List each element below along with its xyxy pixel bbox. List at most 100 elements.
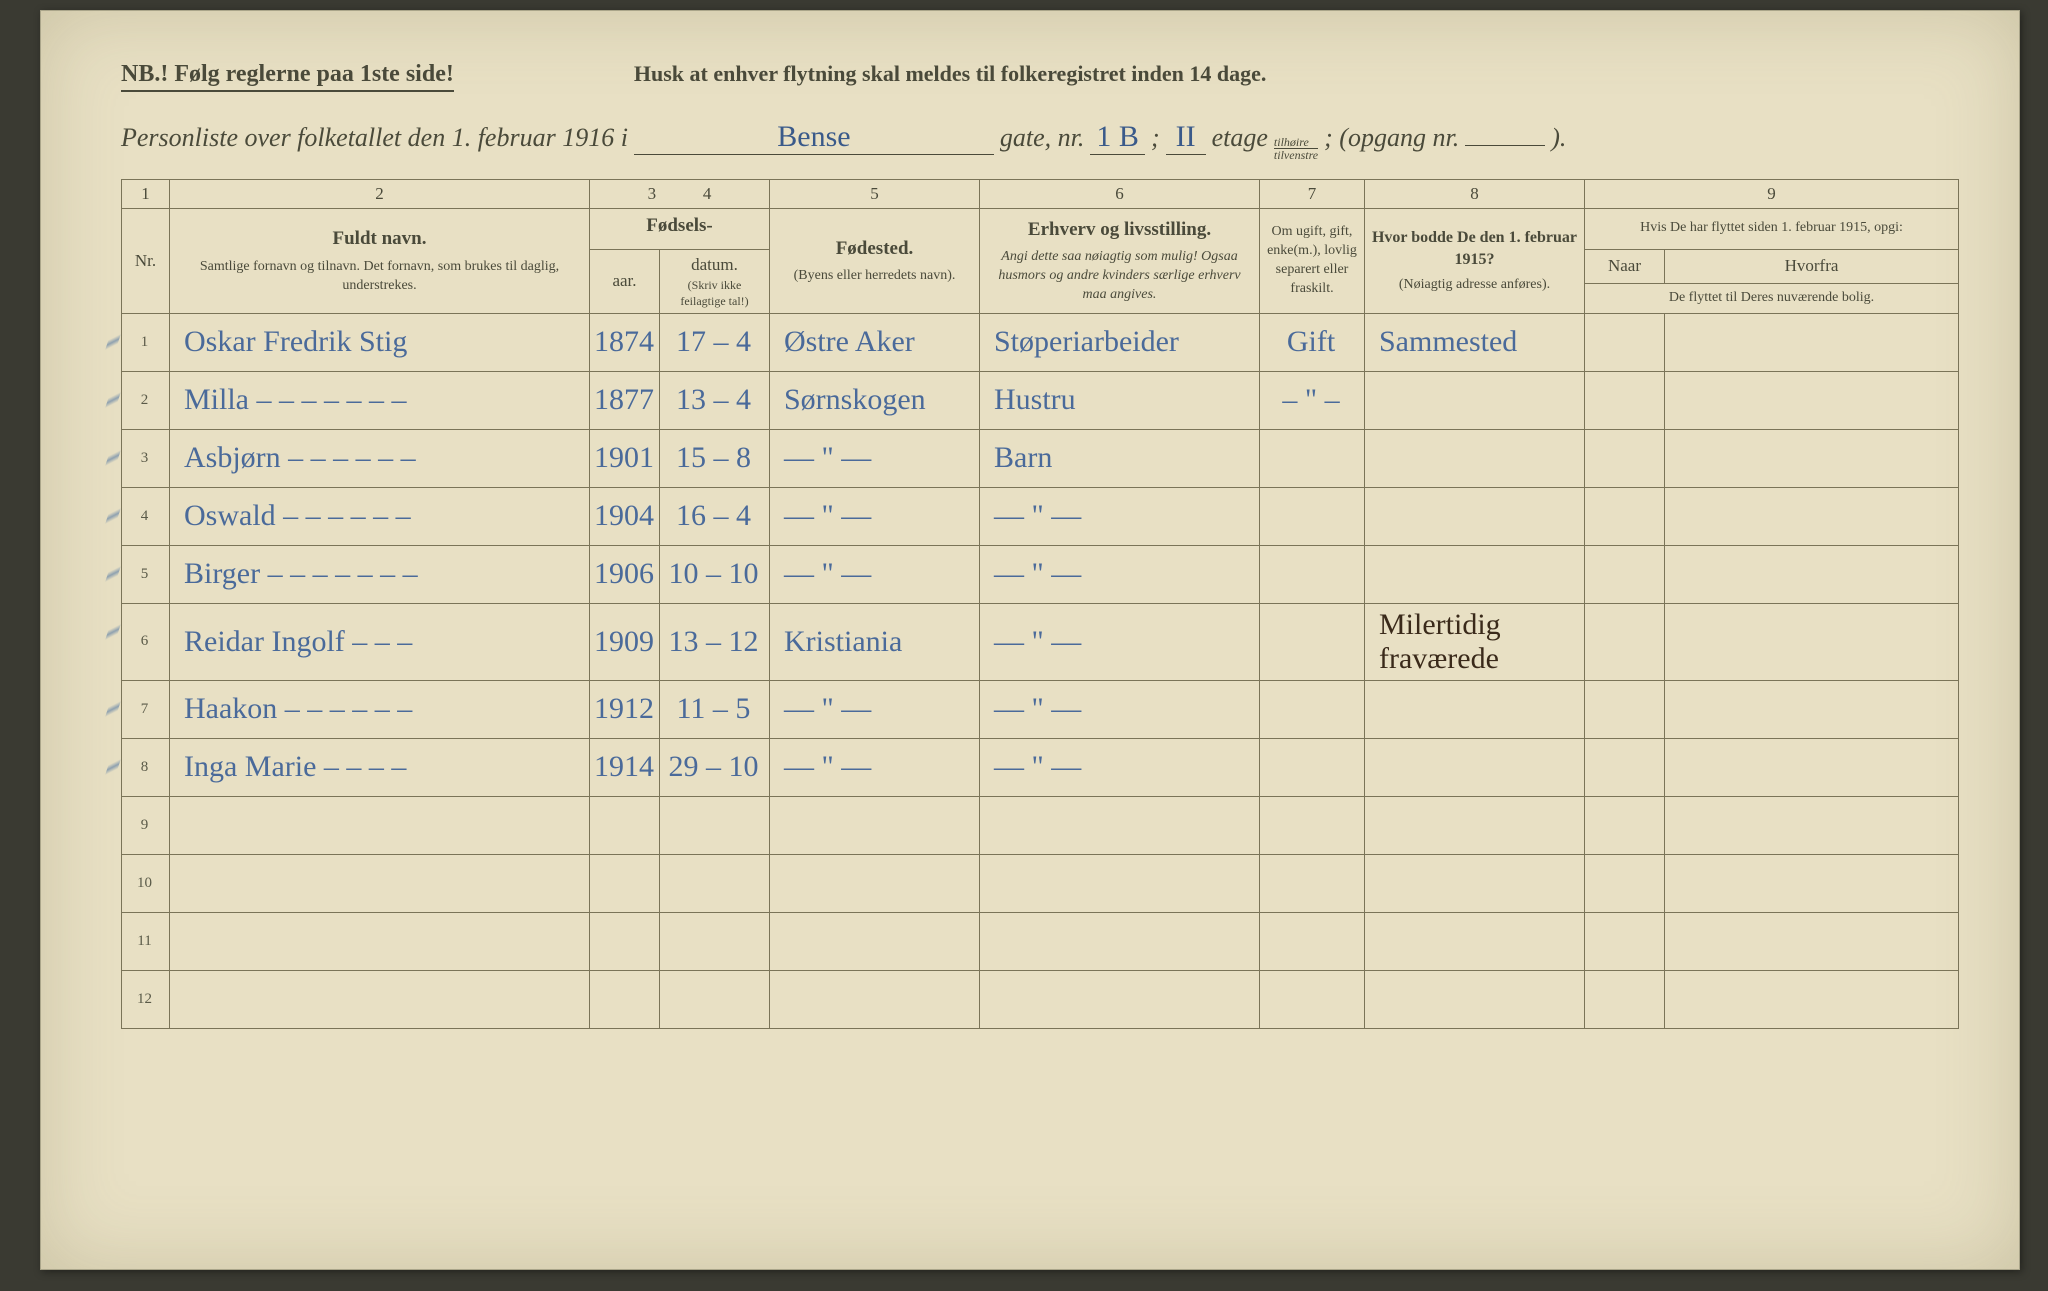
- cell-birthplace: — " —: [770, 545, 980, 603]
- cell-m1: [1585, 429, 1665, 487]
- cell-marital: [1260, 912, 1365, 970]
- cell-date: 10 – 10: [660, 545, 770, 603]
- table-row: 3Asbjørn – – – – – –190115 – 8— " —Barn: [122, 429, 1959, 487]
- table-body: 1Oskar Fredrik Stig187417 – 4Østre AkerS…: [122, 313, 1959, 1028]
- close-paren: ).: [1551, 123, 1566, 153]
- colnum-8: 8: [1365, 180, 1585, 209]
- head-moved-note: De flyttet til Deres nuværende bolig.: [1585, 283, 1959, 313]
- table-row: 2Milla – – – – – – –187713 – 4Sørnskogen…: [122, 371, 1959, 429]
- table-row: 6Reidar Ingolf – – –190913 – 12Kristiani…: [122, 603, 1959, 680]
- head-bp-sub: (Byens eller herredets navn).: [776, 267, 973, 286]
- head-name: Fuldt navn. Samtlige fornavn og tilnavn.…: [170, 209, 590, 314]
- cell-prev: [1365, 487, 1585, 545]
- cell-birthplace: — " —: [770, 680, 980, 738]
- cell-nr: 5: [122, 545, 170, 603]
- cell-name: Asbjørn – – – – – –: [170, 429, 590, 487]
- head-prev-sub: (Nøiagtig adresse anføres).: [1371, 276, 1578, 295]
- etage-label: etage: [1212, 123, 1268, 153]
- cell-name: Haakon – – – – – –: [170, 680, 590, 738]
- cell-marital: – " –: [1260, 371, 1365, 429]
- head-occ: Erhverv og livsstilling. Angi dette saa …: [980, 209, 1260, 314]
- cell-birthplace: Sørnskogen: [770, 371, 980, 429]
- cell-marital: Gift: [1260, 313, 1365, 371]
- cell-name: Inga Marie – – – –: [170, 738, 590, 796]
- cell-date: [660, 970, 770, 1028]
- census-page: NB.! Følg reglerne paa 1ste side! Husk a…: [40, 10, 2020, 1270]
- cell-m2: [1665, 603, 1959, 680]
- cell-year: 1914: [590, 738, 660, 796]
- cell-date: 15 – 8: [660, 429, 770, 487]
- intro-text: Personliste over folketallet den 1. febr…: [121, 123, 628, 153]
- opgang-value: [1465, 145, 1545, 146]
- cell-m2: [1665, 912, 1959, 970]
- cell-nr: 6: [122, 603, 170, 680]
- cell-date: [660, 912, 770, 970]
- head-moved-when: Naar: [1585, 249, 1665, 283]
- cell-occ: — " —: [980, 738, 1260, 796]
- table-row: 4Oswald – – – – – –190416 – 4— " —— " —: [122, 487, 1959, 545]
- cell-birthplace: [770, 796, 980, 854]
- column-number-row: 1 2 3 4 5 6 7 8 9: [122, 180, 1959, 209]
- cell-marital: [1260, 970, 1365, 1028]
- cell-m2: [1665, 429, 1959, 487]
- cell-birthplace: — " —: [770, 738, 980, 796]
- table-row: 1Oskar Fredrik Stig187417 – 4Østre AkerS…: [122, 313, 1959, 371]
- cell-date: 13 – 12: [660, 603, 770, 680]
- cell-occ: Hustru: [980, 371, 1260, 429]
- cell-birthplace: [770, 912, 980, 970]
- colnum-9: 9: [1585, 180, 1959, 209]
- cell-prev: Sammested: [1365, 313, 1585, 371]
- cell-name: Birger – – – – – – –: [170, 545, 590, 603]
- cell-nr: 11: [122, 912, 170, 970]
- cell-nr: 2: [122, 371, 170, 429]
- cell-name: [170, 796, 590, 854]
- cell-date: [660, 854, 770, 912]
- cell-marital: [1260, 603, 1365, 680]
- cell-marital: [1260, 429, 1365, 487]
- cell-date: 16 – 4: [660, 487, 770, 545]
- sep: ;: [1151, 123, 1160, 153]
- cell-year: [590, 854, 660, 912]
- cell-year: 1906: [590, 545, 660, 603]
- cell-date: 29 – 10: [660, 738, 770, 796]
- cell-nr: 10: [122, 854, 170, 912]
- head-year-label: aar.: [612, 271, 636, 290]
- cell-birthplace: [770, 970, 980, 1028]
- head-moved-from: Hvorfra: [1665, 249, 1959, 283]
- table-row: 7Haakon – – – – – –191211 – 5— " —— " —: [122, 680, 1959, 738]
- cell-birthplace: — " —: [770, 429, 980, 487]
- cell-name: [170, 912, 590, 970]
- header-row-1: Nr. Fuldt navn. Samtlige fornavn og tiln…: [122, 209, 1959, 250]
- cell-m2: [1665, 680, 1959, 738]
- colnum-6: 6: [980, 180, 1260, 209]
- head-bp-title: Fødested.: [776, 236, 973, 262]
- cell-name: Milla – – – – – – –: [170, 371, 590, 429]
- table-head: 1 2 3 4 5 6 7 8 9 Nr. Fuldt navn. Samtli…: [122, 180, 1959, 314]
- head-moved: Hvis De har flyttet siden 1. februar 191…: [1585, 209, 1959, 250]
- cell-nr: 3: [122, 429, 170, 487]
- cell-name: Reidar Ingolf – – –: [170, 603, 590, 680]
- cell-date: 17 – 4: [660, 313, 770, 371]
- head-birth-note: (Skriv ikke feilagtige tal!): [666, 277, 763, 309]
- cell-prev: [1365, 970, 1585, 1028]
- table-row: 9: [122, 796, 1959, 854]
- cell-year: 1874: [590, 313, 660, 371]
- cell-occ: — " —: [980, 680, 1260, 738]
- head-prev-title: Hvor bodde De den 1. februar 1915?: [1371, 227, 1578, 270]
- head-year: aar.: [590, 249, 660, 313]
- cell-m1: [1585, 487, 1665, 545]
- cell-occ: Barn: [980, 429, 1260, 487]
- cell-m2: [1665, 313, 1959, 371]
- cell-year: [590, 970, 660, 1028]
- table-row: 10: [122, 854, 1959, 912]
- cell-name: Oswald – – – – – –: [170, 487, 590, 545]
- cell-marital: [1260, 545, 1365, 603]
- cell-year: 1901: [590, 429, 660, 487]
- cell-prev: [1365, 429, 1585, 487]
- cell-birthplace: — " —: [770, 487, 980, 545]
- table-row: 12: [122, 970, 1959, 1028]
- cell-name: Oskar Fredrik Stig: [170, 313, 590, 371]
- cell-m1: [1585, 854, 1665, 912]
- cell-m1: [1585, 970, 1665, 1028]
- cell-m1: [1585, 603, 1665, 680]
